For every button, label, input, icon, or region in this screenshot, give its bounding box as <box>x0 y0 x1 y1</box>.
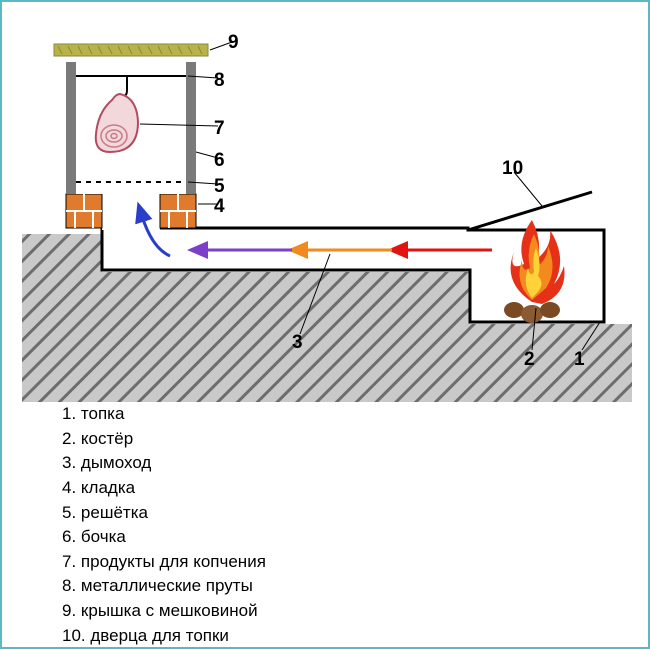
diagram-svg <box>2 2 648 402</box>
legend-item: 4. кладка <box>62 476 266 501</box>
callout-8: 8 <box>214 70 225 92</box>
legend-item: 1. топка <box>62 402 266 427</box>
callout-10: 10 <box>502 158 523 180</box>
legend-item: 8. металлические пруты <box>62 574 266 599</box>
callout-1: 1 <box>574 349 585 371</box>
bricks-left <box>66 194 102 228</box>
callout-3: 3 <box>292 332 303 354</box>
legend-item: 6. бочка <box>62 525 266 550</box>
callout-6: 6 <box>214 150 225 172</box>
legend-item: 3. дымоход <box>62 451 266 476</box>
bricks-right <box>160 194 196 228</box>
legend-item: 7. продукты для копчения <box>62 550 266 575</box>
callout-7: 7 <box>214 118 225 140</box>
legend-item: 2. костёр <box>62 427 266 452</box>
callout-5: 5 <box>214 176 225 198</box>
lid <box>54 44 208 56</box>
legend-item: 9. крышка с мешковиной <box>62 599 266 624</box>
legend: 1. топка 2. костёр 3. дымоход 4. кладка … <box>62 402 266 648</box>
diagram-stage <box>2 2 648 402</box>
legend-item: 10. дверца для топки <box>62 624 266 649</box>
callout-2: 2 <box>524 349 535 371</box>
callout-9: 9 <box>228 32 239 54</box>
legend-item: 5. решётка <box>62 501 266 526</box>
callout-4: 4 <box>214 196 225 218</box>
